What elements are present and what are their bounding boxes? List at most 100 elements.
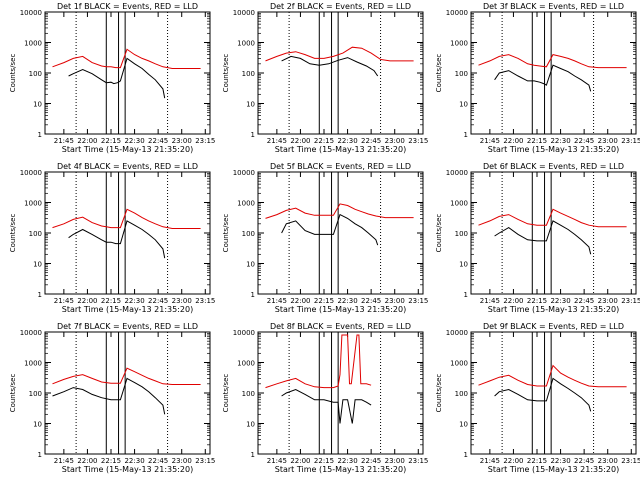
y-tick-label: 100 <box>455 230 468 238</box>
x-tick-label: 23:15 <box>195 457 215 465</box>
y-tick-label: 1000 <box>237 40 255 48</box>
x-tick-label: 21:45 <box>267 137 287 145</box>
y-tick-label: 1000 <box>237 200 255 208</box>
panel-det-5f: Det 5f BLACK = Events, RED = LLD 1 10 100 10… <box>222 162 428 314</box>
series-lld-line <box>265 46 414 62</box>
y-tick-label: 1 <box>251 291 255 299</box>
panel-det-9f: Det 9f BLACK = Events, RED = LLD 1 10 100 10… <box>435 322 640 474</box>
x-tick-label: 22:00 <box>503 457 523 465</box>
x-tick-label: 23:00 <box>172 297 192 305</box>
y-axis-label: Counts/sec <box>435 214 443 253</box>
x-tick-label: 22:30 <box>337 137 357 145</box>
series-lld-line <box>478 364 627 388</box>
y-axis-label: Counts/sec <box>222 374 230 413</box>
x-tick-label: 22:00 <box>77 137 97 145</box>
x-axis-label: Start Time (15-May-13 21:35:20) <box>488 145 619 154</box>
y-axis-label: Counts/sec <box>222 54 230 93</box>
x-tick-label: 22:30 <box>124 137 144 145</box>
x-tick-label: 22:15 <box>314 457 334 465</box>
x-tick-label: 22:00 <box>77 297 97 305</box>
y-tick-label: 1000 <box>24 200 42 208</box>
x-tick-label: 22:30 <box>337 457 357 465</box>
series-events-line <box>52 377 166 415</box>
x-tick-label: 21:45 <box>54 297 74 305</box>
x-tick-label: 22:45 <box>148 137 168 145</box>
series-events-line <box>68 220 166 259</box>
plot-frame <box>470 171 637 295</box>
x-axis-label: Start Time (15-May-13 21:35:20) <box>62 145 193 154</box>
x-tick-label: 22:15 <box>101 297 121 305</box>
y-tick-label: 1 <box>464 451 468 459</box>
x-tick-label: 23:15 <box>621 457 640 465</box>
x-tick-label: 22:45 <box>148 457 168 465</box>
x-tick-label: 23:15 <box>195 297 215 305</box>
plot-frame <box>44 11 211 135</box>
x-tick-label: 22:00 <box>290 137 310 145</box>
panel-title: Det 9f BLACK = Events, RED = LLD <box>483 322 624 331</box>
series-lld-line <box>265 203 414 219</box>
series-lld-line <box>52 367 201 385</box>
x-tick-label: 22:30 <box>337 297 357 305</box>
x-tick-label: 22:30 <box>124 457 144 465</box>
y-tick-label: 10 <box>246 421 255 429</box>
series-lld-line <box>265 334 372 389</box>
y-tick-label: 10 <box>246 261 255 269</box>
y-tick-label: 1 <box>38 451 42 459</box>
y-tick-label: 1000 <box>24 40 42 48</box>
series-events-line <box>281 213 379 246</box>
x-tick-label: 22:00 <box>77 457 97 465</box>
panel-det-1f: Det 1f BLACK = Events, RED = LLD 1 10 100 10… <box>9 2 215 154</box>
y-tick-label: 10000 <box>233 329 255 337</box>
y-tick-label: 10000 <box>20 329 42 337</box>
x-tick-label: 21:45 <box>54 457 74 465</box>
x-axis-label: Start Time (15-May-13 21:35:20) <box>275 145 406 154</box>
y-tick-label: 100 <box>455 390 468 398</box>
x-tick-label: 23:15 <box>195 137 215 145</box>
series-lld-line <box>52 48 201 69</box>
panel-title: Det 7f BLACK = Events, RED = LLD <box>57 322 198 331</box>
x-tick-label: 22:15 <box>527 297 547 305</box>
panel-det-4f: Det 4f BLACK = Events, RED = LLD 1 10 100 10… <box>9 162 215 314</box>
x-tick-label: 21:45 <box>54 137 74 145</box>
x-tick-label: 23:15 <box>621 297 640 305</box>
plot-frame <box>257 171 424 295</box>
y-tick-label: 10 <box>459 101 468 109</box>
panel-det-7f: Det 7f BLACK = Events, RED = LLD 1 10 100 10… <box>9 322 215 474</box>
y-axis-label: Counts/sec <box>222 214 230 253</box>
x-tick-label: 23:00 <box>598 297 618 305</box>
x-tick-label: 22:15 <box>527 457 547 465</box>
x-tick-label: 23:00 <box>385 297 405 305</box>
x-tick-label: 21:45 <box>480 457 500 465</box>
x-tick-label: 22:15 <box>314 137 334 145</box>
y-tick-label: 1000 <box>24 360 42 368</box>
x-tick-label: 22:45 <box>574 297 594 305</box>
y-tick-label: 100 <box>29 230 42 238</box>
x-tick-label: 22:45 <box>148 297 168 305</box>
series-lld-line <box>52 208 201 229</box>
plot-frame <box>44 171 211 295</box>
x-tick-label: 22:15 <box>101 137 121 145</box>
series-events-line <box>494 220 592 255</box>
x-tick-label: 23:00 <box>385 457 405 465</box>
y-tick-label: 10000 <box>233 169 255 177</box>
panel-det-8f: Det 8f BLACK = Events, RED = LLD 1 10 100 10… <box>222 322 428 474</box>
y-tick-label: 1 <box>251 451 255 459</box>
y-axis-label: Counts/sec <box>9 374 17 413</box>
y-tick-label: 10 <box>459 261 468 269</box>
y-tick-label: 10000 <box>20 169 42 177</box>
plot-frame <box>470 331 637 455</box>
plot-frame <box>257 331 424 455</box>
panel-det-6f: Det 6f BLACK = Events, RED = LLD 1 10 100 10… <box>435 162 640 314</box>
x-axis-label: Start Time (15-May-13 21:35:20) <box>488 465 619 474</box>
x-tick-label: 22:45 <box>361 137 381 145</box>
series-lld-line <box>478 208 627 228</box>
x-tick-label: 23:00 <box>598 457 618 465</box>
y-axis-label: Counts/sec <box>435 54 443 93</box>
x-tick-label: 23:15 <box>408 297 428 305</box>
x-tick-label: 22:30 <box>124 297 144 305</box>
x-tick-label: 22:30 <box>550 457 570 465</box>
y-tick-label: 10 <box>33 421 42 429</box>
y-tick-label: 1 <box>38 291 42 299</box>
y-tick-label: 10 <box>33 101 42 109</box>
